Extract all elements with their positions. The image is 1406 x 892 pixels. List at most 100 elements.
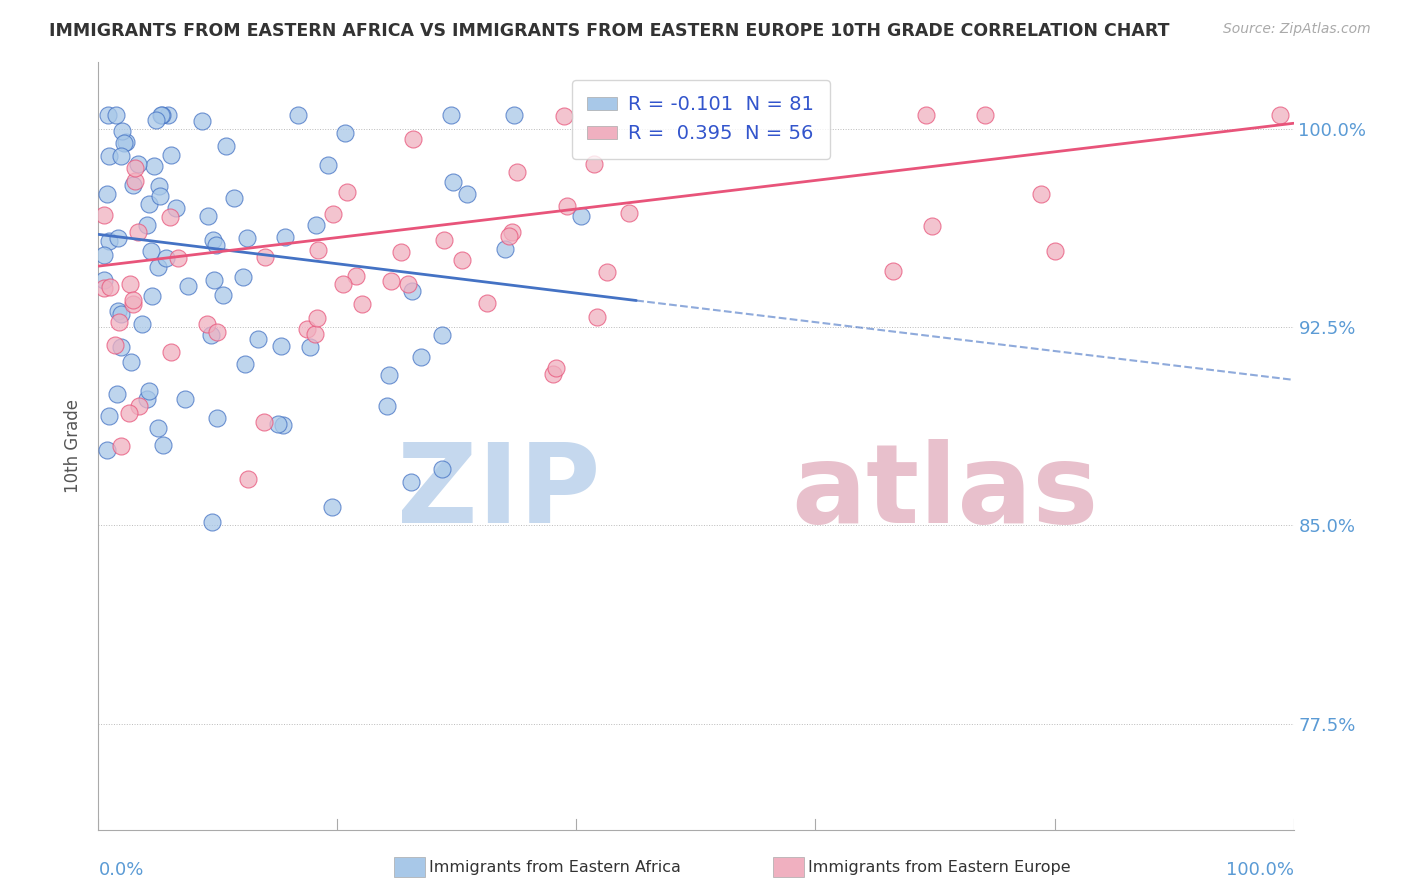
Text: Immigrants from Eastern Europe: Immigrants from Eastern Europe bbox=[808, 860, 1071, 874]
Point bbox=[190, 114, 212, 128]
Point bbox=[115, 135, 138, 149]
Point bbox=[583, 157, 606, 171]
Point bbox=[165, 201, 187, 215]
Point bbox=[93, 248, 115, 262]
Point bbox=[236, 231, 259, 245]
Point bbox=[207, 325, 229, 339]
Point bbox=[596, 265, 619, 279]
Point bbox=[287, 108, 309, 122]
Point bbox=[586, 310, 609, 325]
Point bbox=[307, 243, 329, 257]
Point bbox=[159, 210, 181, 224]
Point bbox=[138, 384, 160, 398]
Point bbox=[253, 415, 276, 429]
Point bbox=[974, 108, 997, 122]
Point bbox=[569, 209, 592, 223]
Point bbox=[411, 351, 433, 365]
Point bbox=[1045, 244, 1067, 259]
Point bbox=[96, 187, 118, 202]
Point bbox=[396, 277, 419, 291]
Point bbox=[553, 109, 575, 123]
Point bbox=[142, 159, 165, 173]
Point bbox=[266, 417, 288, 431]
Point bbox=[389, 244, 412, 259]
Point bbox=[270, 339, 292, 353]
Point bbox=[238, 472, 260, 486]
Point bbox=[295, 322, 318, 336]
Point bbox=[93, 273, 115, 287]
Point bbox=[541, 367, 564, 381]
Point bbox=[233, 357, 256, 371]
Point bbox=[494, 242, 516, 256]
Point bbox=[107, 230, 129, 244]
Point bbox=[195, 317, 218, 331]
Point bbox=[97, 148, 120, 162]
Point bbox=[212, 287, 235, 301]
Point bbox=[127, 225, 149, 239]
Point bbox=[160, 345, 183, 359]
Point bbox=[205, 410, 228, 425]
Point bbox=[546, 360, 568, 375]
Point bbox=[155, 251, 177, 265]
Text: Source: ZipAtlas.com: Source: ZipAtlas.com bbox=[1223, 22, 1371, 37]
Point bbox=[138, 196, 160, 211]
Y-axis label: 10th Grade: 10th Grade bbox=[65, 399, 83, 493]
Point bbox=[104, 338, 127, 352]
Point bbox=[167, 251, 190, 265]
Point bbox=[110, 340, 132, 354]
Point bbox=[344, 269, 367, 284]
Point bbox=[149, 188, 172, 202]
Point bbox=[112, 136, 135, 151]
Point bbox=[93, 281, 115, 295]
Point bbox=[352, 297, 374, 311]
Point bbox=[501, 225, 523, 239]
Point bbox=[97, 108, 120, 122]
Point bbox=[232, 269, 254, 284]
Point bbox=[378, 368, 401, 382]
Point bbox=[127, 157, 149, 171]
Point bbox=[401, 284, 423, 298]
Point bbox=[124, 161, 146, 175]
Point bbox=[108, 315, 131, 329]
Point bbox=[205, 238, 228, 252]
Point bbox=[617, 206, 640, 220]
Point bbox=[1029, 187, 1052, 202]
Point bbox=[98, 235, 121, 249]
Text: Immigrants from Eastern Africa: Immigrants from Eastern Africa bbox=[429, 860, 681, 874]
Point bbox=[506, 165, 529, 179]
Point bbox=[201, 515, 224, 529]
Point bbox=[456, 187, 478, 202]
Point bbox=[336, 186, 359, 200]
Point bbox=[380, 274, 402, 288]
Point bbox=[110, 439, 132, 453]
Point bbox=[333, 126, 356, 140]
Point bbox=[131, 318, 153, 332]
Point bbox=[150, 108, 173, 122]
Point bbox=[475, 296, 498, 310]
Point bbox=[271, 418, 294, 433]
Point bbox=[141, 289, 163, 303]
Point bbox=[93, 208, 115, 222]
Point bbox=[148, 179, 170, 194]
Point bbox=[145, 113, 167, 128]
Point bbox=[921, 219, 943, 233]
Point bbox=[321, 500, 343, 514]
Point bbox=[305, 311, 328, 326]
Point bbox=[128, 399, 150, 413]
Point bbox=[274, 229, 297, 244]
Point bbox=[98, 280, 121, 294]
Point bbox=[433, 233, 456, 247]
Point bbox=[247, 332, 270, 346]
Legend: R = -0.101  N = 81, R =  0.395  N = 56: R = -0.101 N = 81, R = 0.395 N = 56 bbox=[572, 79, 830, 159]
Point bbox=[503, 108, 526, 122]
Point bbox=[160, 148, 183, 162]
Point bbox=[440, 108, 463, 122]
Point bbox=[146, 260, 169, 274]
Point bbox=[322, 207, 344, 221]
Point bbox=[96, 443, 118, 458]
Point bbox=[197, 209, 219, 223]
Text: 0.0%: 0.0% bbox=[98, 862, 143, 880]
Point bbox=[111, 124, 134, 138]
Point bbox=[110, 149, 132, 163]
Point bbox=[105, 386, 128, 401]
